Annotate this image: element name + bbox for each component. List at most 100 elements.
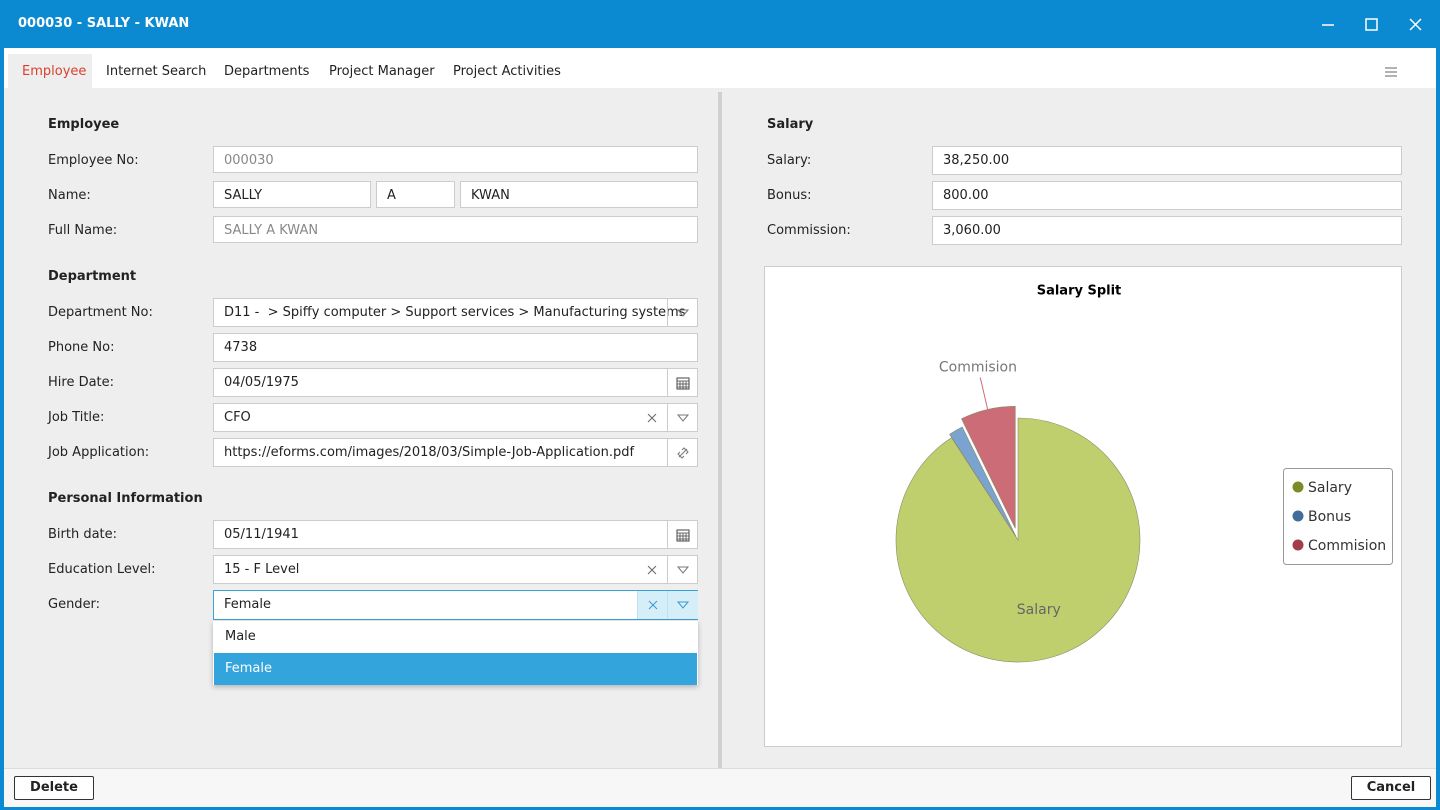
close[interactable] [1409, 18, 1422, 31]
pie-slice [895, 417, 1141, 663]
shape [647, 565, 657, 574]
legend-marker [1292, 539, 1304, 551]
section-heading: Salary [767, 117, 814, 132]
menu-icon[interactable] [1384, 66, 1398, 78]
tab-bar: Employee Internet Search Departments Pro… [4, 48, 1436, 88]
clear-button[interactable] [637, 556, 667, 583]
shape [677, 446, 689, 459]
dropdown-option[interactable]: Female [214, 653, 697, 685]
box: 15 - F Level [213, 555, 698, 584]
box: https://eforms.com/images/2018/03/Simple… [213, 438, 698, 467]
maximize[interactable] [1365, 18, 1378, 31]
box: 04/05/1975 [213, 368, 698, 397]
tab[interactable]: Departments [224, 64, 310, 79]
tab[interactable]: Project Manager [329, 64, 435, 79]
shape [677, 566, 689, 574]
clear-button[interactable] [637, 591, 668, 619]
legend-label: Bonus [1308, 509, 1351, 525]
pie-slice [961, 406, 1016, 529]
shape [647, 413, 657, 422]
tab[interactable]: Project Activities [453, 64, 561, 79]
clear-button[interactable] [637, 404, 667, 431]
date-input[interactable]: 05/11/1941 [213, 520, 698, 549]
dropdown-button[interactable] [667, 556, 698, 583]
section-heading: Personal Information [48, 491, 203, 506]
shape [677, 532, 689, 541]
field-label: Hire Date: [48, 375, 115, 390]
chart-title: Salary Split [1037, 284, 1122, 299]
legend-marker [1292, 510, 1304, 522]
dropdown-button[interactable] [667, 299, 698, 326]
shape [648, 600, 658, 610]
calendar-button[interactable] [667, 521, 698, 548]
slice-label: Commision [939, 360, 1017, 376]
footer [4, 768, 1436, 807]
slice-label: Salary [1017, 602, 1061, 618]
field-label: Salary: [767, 153, 812, 168]
field-label: Birth date: [48, 527, 118, 542]
box: 05/11/1941 [213, 520, 698, 549]
shape [676, 377, 690, 389]
legend-label: Salary [1308, 480, 1352, 496]
shape [677, 309, 689, 317]
shape [677, 446, 689, 459]
field-label: Commission: [767, 223, 851, 238]
box [8, 54, 92, 88]
dropdown-button[interactable] [667, 404, 698, 431]
select[interactable]: CFO [213, 403, 698, 432]
field-label: Full Name: [48, 223, 118, 238]
shape [677, 414, 689, 422]
url-input[interactable]: https://eforms.com/images/2018/03/Simple… [213, 438, 698, 467]
section-heading: Employee [48, 117, 120, 132]
calendar-button[interactable] [667, 369, 698, 396]
box: Female [213, 590, 698, 620]
box: D11 - > Spiffy computer > Support servic… [213, 298, 698, 327]
input[interactable]: A [376, 181, 455, 208]
link-button[interactable] [667, 439, 698, 466]
input[interactable]: 800.00 [932, 181, 1402, 210]
field-label: Bonus: [767, 188, 812, 203]
date-input[interactable]: 04/05/1975 [213, 368, 698, 397]
box: CFO [213, 403, 698, 432]
dropdown-option[interactable]: Male [225, 629, 256, 644]
input[interactable]: 38,250.00 [932, 146, 1402, 175]
input[interactable]: KWAN [460, 181, 698, 208]
shape [677, 601, 689, 609]
tab[interactable]: Internet Search [106, 64, 207, 79]
select[interactable]: D11 - > Spiffy computer > Support servic… [213, 298, 698, 327]
shape [676, 529, 690, 541]
select[interactable]: 15 - F Level [213, 555, 698, 584]
field-label: Employee No: [48, 153, 139, 168]
field-label: Job Application: [48, 445, 150, 460]
legend-marker [1292, 481, 1304, 493]
cancel-button[interactable]: Cancel [1351, 776, 1431, 800]
field-label: Gender: [48, 597, 101, 612]
shape [677, 380, 689, 389]
leader-line [979, 377, 989, 410]
tab[interactable]: Employee [22, 64, 87, 79]
pie-slice [949, 426, 1017, 537]
shape [677, 601, 689, 609]
field-label: Education Level: [48, 562, 156, 577]
shape [677, 309, 689, 317]
shape [648, 600, 658, 610]
chart: Salary Split Salary Commision Salary Bonus C… [764, 266, 1402, 747]
input[interactable]: SALLY [213, 181, 371, 208]
input[interactable]: 4738 [213, 333, 698, 362]
shape [647, 413, 657, 422]
input[interactable]: SALLY A KWAN [213, 216, 698, 243]
window-title: 000030 - SALLY - KWAN [18, 16, 190, 31]
field-label: Job Title: [48, 410, 105, 425]
input[interactable]: 000030 [213, 146, 698, 173]
select[interactable]: Female [213, 590, 698, 620]
delete-button[interactable]: Delete [14, 776, 94, 800]
shape [647, 565, 657, 574]
shape [1385, 67, 1397, 77]
input[interactable]: 3,060.00 [932, 216, 1402, 245]
legend-box [1283, 468, 1393, 565]
shape [677, 414, 689, 422]
field-label: Name: [48, 188, 91, 203]
section-heading: Department [48, 269, 137, 284]
dropdown-button[interactable] [667, 591, 698, 619]
divider [718, 92, 722, 768]
